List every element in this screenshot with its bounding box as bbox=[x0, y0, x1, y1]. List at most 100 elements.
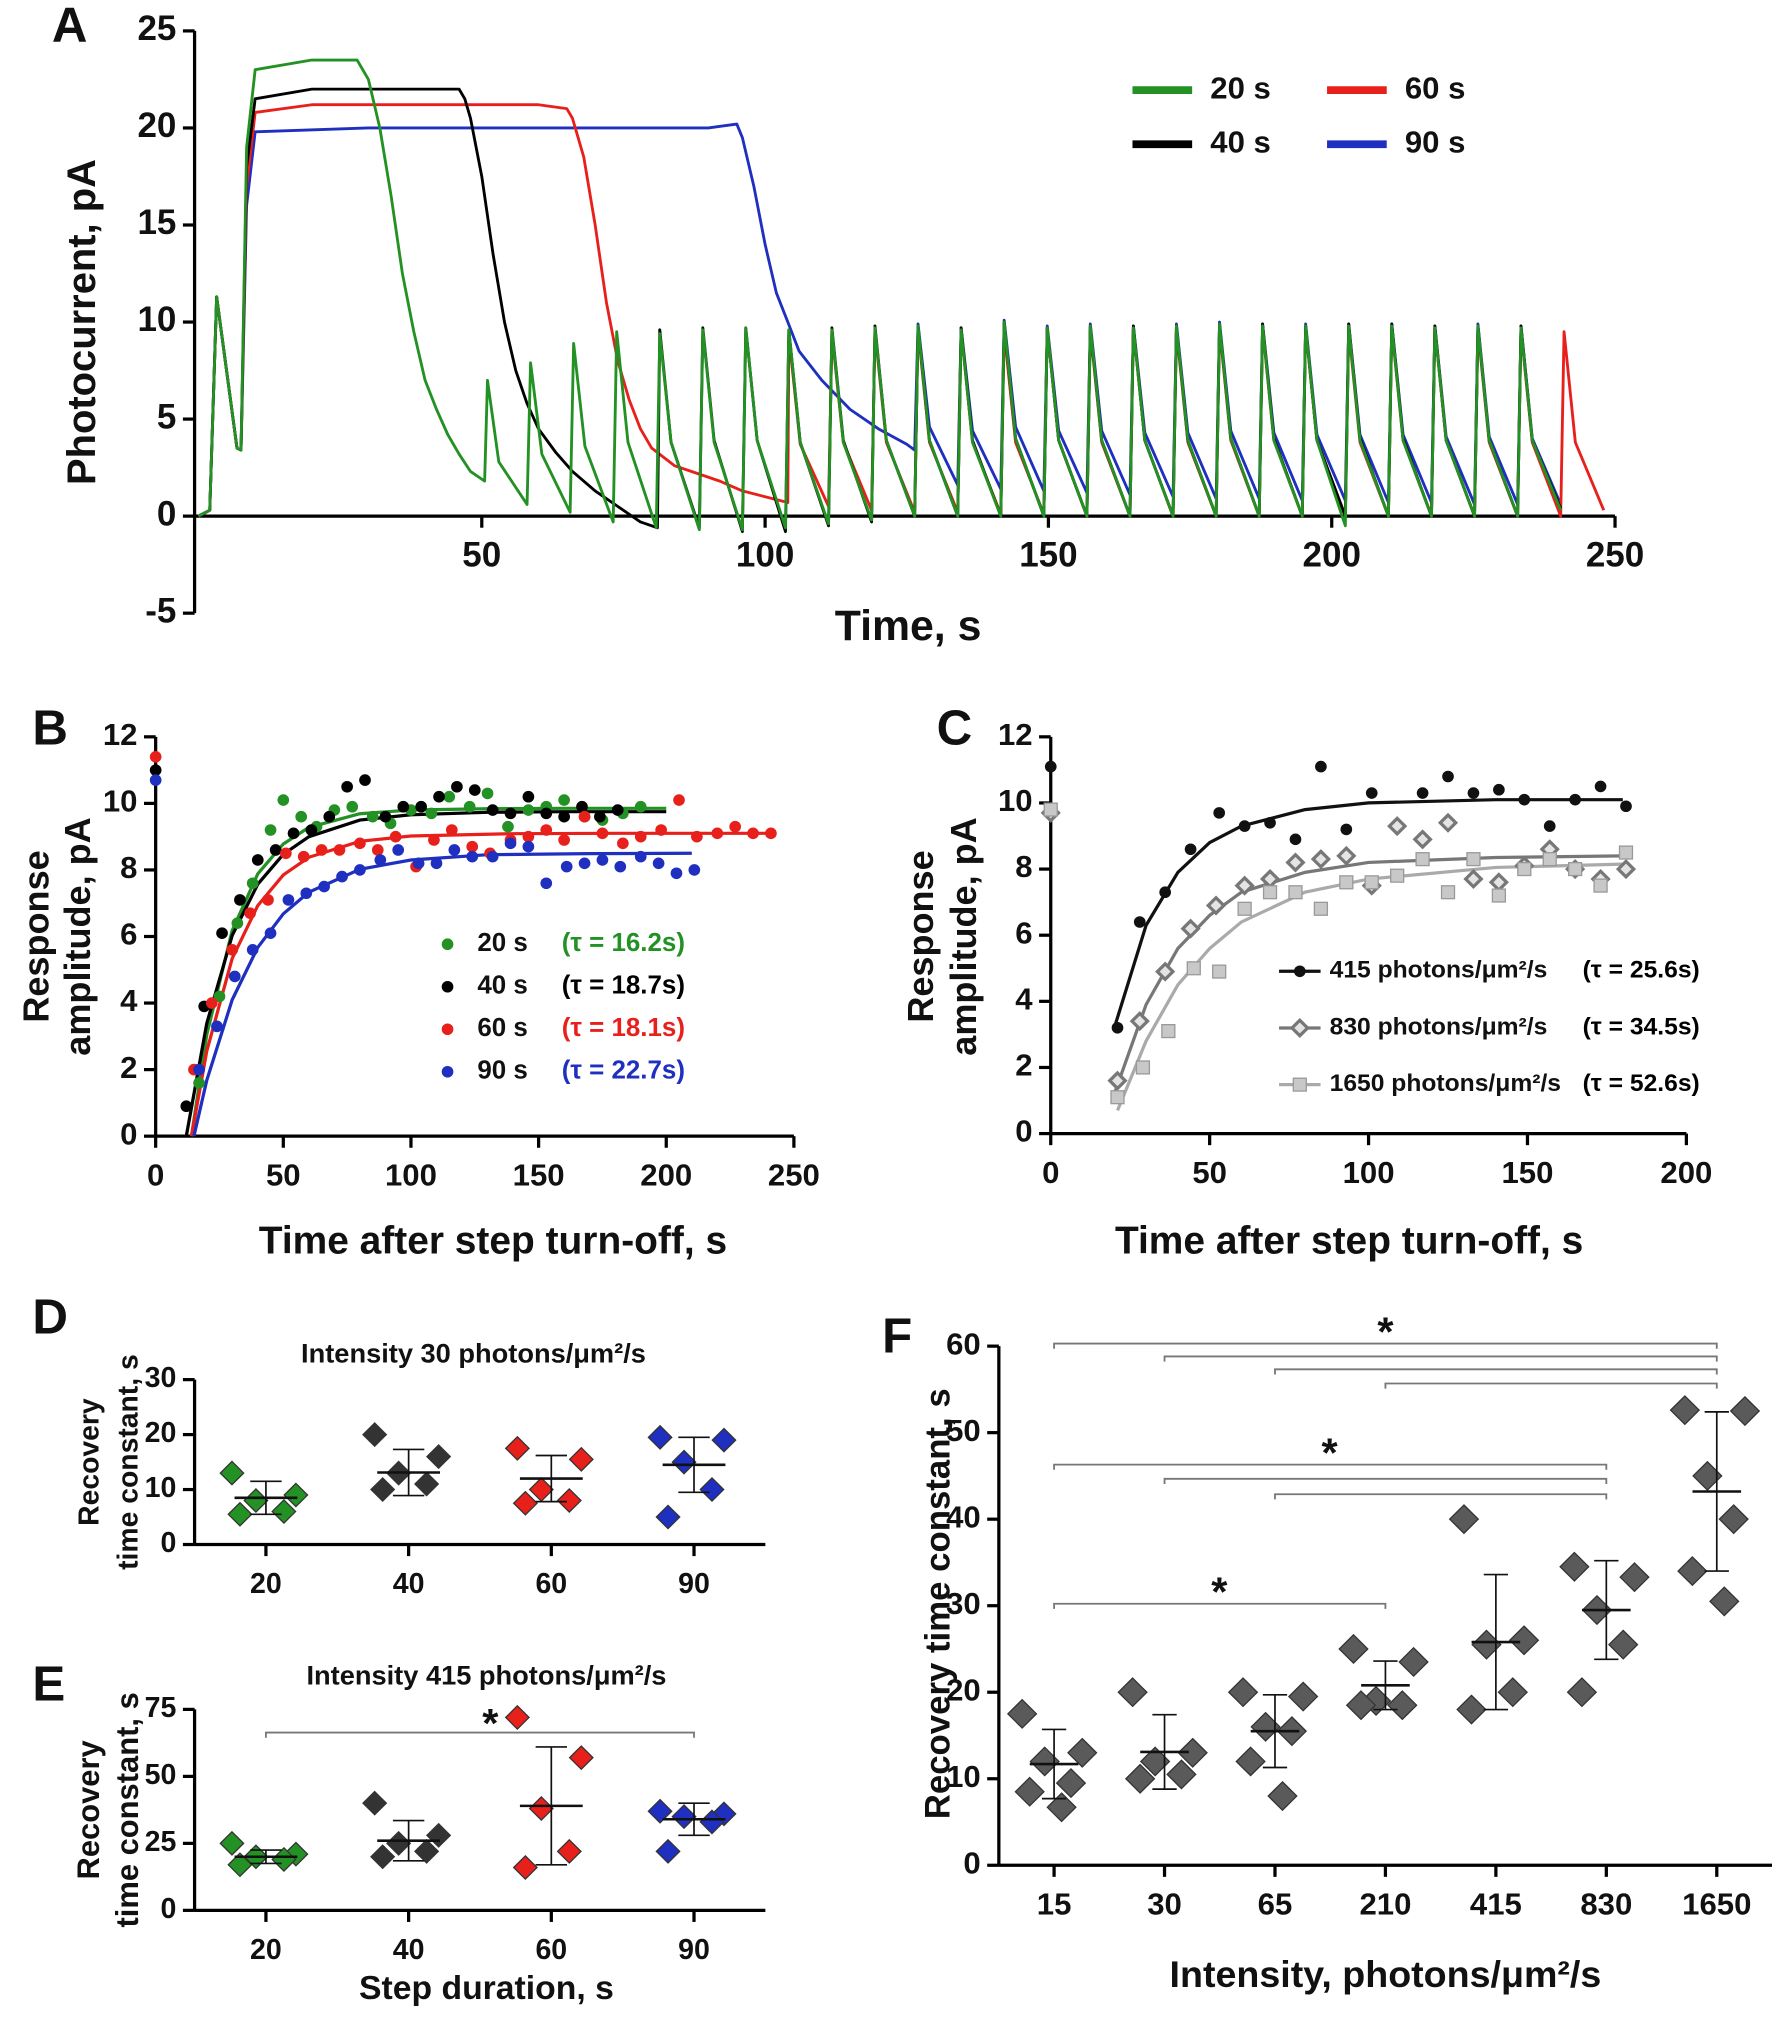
trace bbox=[197, 58, 1563, 532]
x-tick-label: 415 bbox=[1470, 1887, 1522, 1922]
legend-marker bbox=[441, 938, 454, 951]
x-tick-label: 100 bbox=[1343, 1155, 1395, 1190]
point bbox=[556, 1488, 582, 1514]
point bbox=[1043, 802, 1058, 817]
x-tick-label: 50 bbox=[1192, 1155, 1227, 1190]
significance-mark: * bbox=[1322, 1430, 1339, 1476]
point bbox=[711, 1427, 737, 1453]
error-bar bbox=[1373, 1660, 1398, 1711]
point bbox=[1212, 964, 1227, 979]
chart-title: Intensity 415 photons/μm²/s bbox=[306, 1659, 666, 1690]
point bbox=[634, 830, 647, 843]
point bbox=[1234, 875, 1255, 896]
point bbox=[193, 1063, 205, 1076]
error-bar bbox=[1483, 1573, 1509, 1711]
point bbox=[1339, 875, 1354, 890]
significance-bracket bbox=[1053, 1342, 1718, 1349]
point bbox=[1566, 1677, 1598, 1708]
point bbox=[231, 917, 244, 929]
y-tick-label: 50 bbox=[946, 1413, 981, 1448]
x-axis-title: Intensity, photons/μm²/s bbox=[1170, 1953, 1602, 1995]
point bbox=[1416, 787, 1429, 799]
point bbox=[244, 907, 256, 920]
point bbox=[227, 1501, 253, 1527]
legend-tau: (τ = 18.7s) bbox=[562, 972, 685, 1000]
error-bar bbox=[1041, 1728, 1067, 1800]
point bbox=[1313, 901, 1329, 916]
point bbox=[1338, 1633, 1369, 1665]
point bbox=[1508, 1625, 1540, 1656]
point bbox=[1569, 793, 1581, 806]
x-tick-label: 100 bbox=[736, 536, 794, 575]
y-tick-label: 2 bbox=[120, 1050, 137, 1085]
point bbox=[1289, 833, 1302, 846]
point bbox=[227, 1852, 253, 1878]
point bbox=[1493, 783, 1505, 796]
point bbox=[522, 790, 535, 803]
legend-label: 830 photons/μm²/s bbox=[1330, 1013, 1548, 1040]
point bbox=[560, 860, 573, 873]
legend-marker bbox=[441, 980, 454, 993]
x-tick-label: 250 bbox=[768, 1158, 820, 1193]
x-tick-label: 30 bbox=[1147, 1887, 1182, 1922]
point bbox=[305, 824, 318, 836]
legend-label: 40 s bbox=[1210, 125, 1271, 160]
point bbox=[1288, 885, 1303, 900]
point bbox=[246, 877, 259, 890]
x-tick-label: 15 bbox=[1037, 1887, 1072, 1922]
point bbox=[596, 827, 609, 840]
y-tick-label: 15 bbox=[137, 203, 176, 242]
point bbox=[540, 877, 553, 890]
point bbox=[1593, 878, 1608, 893]
point bbox=[269, 844, 282, 856]
significance-mark: * bbox=[482, 1700, 499, 1746]
point bbox=[568, 1745, 594, 1771]
point bbox=[1608, 1629, 1639, 1660]
error-bar bbox=[250, 1480, 282, 1516]
x-tick-label: 200 bbox=[1303, 536, 1361, 575]
y-axis-title: amplitude, pA bbox=[57, 817, 98, 1055]
x-tick-label: 1650 bbox=[1682, 1887, 1751, 1922]
point bbox=[445, 824, 458, 836]
x-tick-label: 65 bbox=[1258, 1887, 1293, 1922]
panel-letter: D bbox=[32, 1290, 68, 1344]
y-tick-label: 60 bbox=[946, 1326, 981, 1361]
point bbox=[502, 820, 514, 833]
point bbox=[481, 787, 494, 800]
point bbox=[262, 894, 274, 906]
point bbox=[1412, 829, 1433, 850]
point bbox=[1177, 1737, 1208, 1768]
point bbox=[512, 1490, 538, 1516]
legend-tau: (τ = 16.2s) bbox=[562, 929, 685, 957]
point bbox=[318, 880, 330, 893]
point bbox=[1390, 868, 1405, 883]
point bbox=[655, 824, 667, 836]
fit-curve bbox=[1112, 798, 1623, 1029]
error-bar bbox=[535, 1746, 568, 1866]
point bbox=[522, 840, 535, 853]
point bbox=[295, 810, 308, 823]
point bbox=[1718, 1504, 1749, 1535]
point bbox=[264, 824, 277, 836]
point bbox=[1267, 1780, 1298, 1812]
x-tick-label: 150 bbox=[1019, 536, 1077, 575]
x-tick-label: 40 bbox=[393, 1934, 425, 1966]
legend-label: 40 s bbox=[477, 972, 527, 1000]
point bbox=[1184, 843, 1197, 856]
point bbox=[1186, 961, 1201, 976]
error-bar bbox=[250, 1849, 282, 1865]
y-axis-title: Recovery bbox=[73, 1398, 105, 1526]
point bbox=[647, 1424, 673, 1450]
legend-marker bbox=[441, 1065, 454, 1078]
x-tick-label: 200 bbox=[1660, 1155, 1712, 1190]
error-bar bbox=[1704, 1411, 1729, 1572]
point bbox=[211, 1020, 223, 1033]
point bbox=[486, 850, 499, 863]
legend-marker bbox=[441, 1023, 454, 1036]
point bbox=[594, 810, 606, 823]
point bbox=[271, 1499, 297, 1525]
point bbox=[1442, 770, 1454, 783]
point bbox=[1415, 852, 1430, 867]
significance-bracket bbox=[1053, 1463, 1608, 1470]
